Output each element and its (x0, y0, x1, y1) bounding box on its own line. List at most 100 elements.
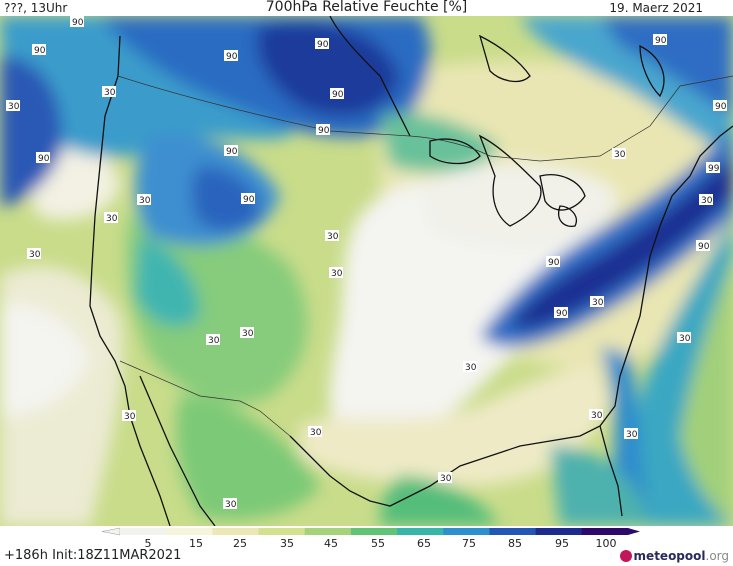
svg-text:30: 30 (310, 428, 322, 438)
contour-label-90-m: 90 (70, 16, 84, 28)
svg-text:90: 90 (38, 154, 50, 164)
svg-text:90: 90 (548, 258, 560, 268)
svg-text:30: 30 (124, 412, 136, 422)
colorbar-swatch (120, 528, 167, 535)
svg-text:30: 30 (614, 150, 626, 160)
contour-label-30-h: 30 (240, 327, 254, 339)
contour-label-90-i: 90 (713, 100, 727, 112)
contour-label-90-h: 90 (241, 193, 255, 205)
colorbar-tick-label: 35 (280, 537, 294, 550)
colorbar-swatch (350, 528, 398, 535)
svg-text:30: 30 (242, 329, 254, 339)
political-borders (117, 75, 733, 437)
svg-text:30: 30 (331, 269, 343, 279)
svg-text:30: 30 (8, 102, 20, 112)
svg-text:30: 30 (208, 336, 220, 346)
coastlines (89, 16, 733, 526)
svg-text:30: 30 (592, 298, 604, 308)
contour-label-90-l: 90 (554, 307, 568, 319)
svg-text:99: 99 (708, 164, 720, 174)
svg-text:90: 90 (655, 36, 667, 46)
contour-label-90-b: 90 (224, 50, 238, 62)
contour-label-30-d: 30 (104, 212, 118, 224)
contour-label-30-l: 30 (677, 332, 691, 344)
contour-label-90-n: 90 (653, 34, 667, 46)
color-legend-scale: 5 15 25 35 45 55 65 75 85 95 100 (101, 527, 640, 550)
colorbar-tick-label: 55 (371, 537, 385, 550)
svg-text:30: 30 (591, 411, 603, 421)
logo-dot-icon (619, 550, 632, 562)
colorbar-arrow-right (628, 528, 640, 535)
svg-text:90: 90 (317, 40, 329, 50)
svg-text:90: 90 (243, 195, 255, 205)
colorbar-swatch (397, 528, 444, 535)
header-bar: ???, 13Uhr 700hPa Relative Feuchte [%] 1… (0, 0, 733, 16)
colorbar-swatch (443, 528, 490, 535)
contour-label-30-s: 30 (699, 194, 713, 206)
contour-label-30-j: 30 (463, 361, 477, 373)
contour-label-90-a: 90 (32, 44, 46, 56)
colorbar-tick-label: 100 (596, 537, 617, 550)
contour-label-30-g: 30 (329, 267, 343, 279)
contour-label-99: 99 (706, 162, 720, 174)
svg-text:90: 90 (318, 126, 330, 136)
contour-label-90-g: 90 (224, 145, 238, 157)
svg-text:90: 90 (226, 147, 238, 157)
colorbar-tick-label: 75 (462, 537, 476, 550)
contour-label-30-m: 30 (589, 409, 603, 421)
svg-text:90: 90 (72, 18, 84, 28)
contour-label-30-f: 30 (325, 230, 339, 242)
colorbar-swatch (304, 528, 352, 535)
svg-text:30: 30 (679, 334, 691, 344)
valid-time-label: ???, 13Uhr (4, 1, 68, 15)
svg-text:30: 30 (701, 196, 713, 206)
svg-text:30: 30 (225, 500, 237, 510)
svg-text:30: 30 (104, 88, 116, 98)
contour-label-30-r: 30 (612, 148, 626, 160)
contour-label-30-o: 30 (438, 472, 452, 484)
contour-label-90-f: 90 (36, 152, 50, 164)
contour-label-90-e: 90 (316, 124, 330, 136)
contour-labels: 90 90 90 90 90 90 90 90 90 90 90 90 90 9… (6, 16, 727, 510)
contour-label-90-d: 90 (330, 88, 344, 100)
svg-text:90: 90 (34, 46, 46, 56)
svg-text:90: 90 (698, 242, 710, 252)
contour-label-30-t: 30 (624, 428, 638, 440)
svg-text:30: 30 (440, 474, 452, 484)
contour-label-30-b: 30 (102, 86, 116, 98)
colorbar-tick-label: 95 (555, 537, 569, 550)
contour-label-30-k: 30 (590, 296, 604, 308)
svg-text:90: 90 (556, 309, 568, 319)
colorbar-tick-label: 45 (324, 537, 338, 550)
svg-text:30: 30 (327, 232, 339, 242)
humidity-map: 90 90 90 90 90 90 90 90 90 90 90 90 90 9… (0, 16, 733, 526)
colorbar-swatch (166, 528, 213, 535)
svg-text:90: 90 (226, 52, 238, 62)
svg-text:30: 30 (626, 430, 638, 440)
colorbar-swatch (535, 528, 583, 535)
contour-label-30-p: 30 (122, 410, 136, 422)
model-run-info: +186h Init:18Z11MAR2021 (4, 548, 182, 563)
contour-label-30-i: 30 (206, 334, 220, 346)
colorbar-tick-label: 15 (189, 537, 203, 550)
colorbar-swatch (581, 528, 629, 535)
colorbar-tick-label: 25 (233, 537, 247, 550)
contour-label-90-c: 90 (315, 38, 329, 50)
contour-label-30-n: 30 (308, 426, 322, 438)
contour-label-30-c: 30 (137, 194, 151, 206)
contour-label-30-e: 30 (27, 248, 41, 260)
svg-text:30: 30 (139, 196, 151, 206)
contour-label-90-k: 90 (546, 256, 560, 268)
valid-date-label: 19. Maerz 2021 (609, 1, 703, 15)
contour-label-30-q: 30 (223, 498, 237, 510)
colorbar-tick-label: 5 (145, 537, 152, 550)
colorbar-tick-label: 85 (508, 537, 522, 550)
meteopool-logo[interactable]: meteopool.org (619, 548, 729, 564)
colorbar-swatch (489, 528, 537, 535)
map-title: 700hPa Relative Feuchte [%] (265, 0, 468, 15)
colorbar-tick-label: 65 (417, 537, 431, 550)
contour-label-90-j: 90 (696, 240, 710, 252)
contour-label-30-a: 30 (6, 100, 20, 112)
color-legend: 5 15 25 35 45 55 65 75 85 95 100 (0, 526, 733, 566)
